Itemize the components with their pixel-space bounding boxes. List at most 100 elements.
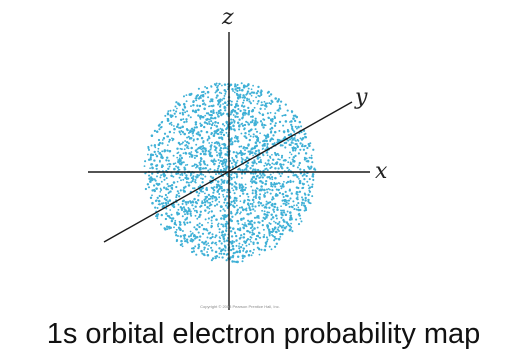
electron-dot <box>242 201 246 204</box>
electron-dot <box>176 190 179 193</box>
electron-dot <box>179 227 182 230</box>
electron-dot <box>201 150 205 153</box>
electron-dot <box>266 142 269 146</box>
electron-dot <box>263 139 266 142</box>
electron-dot <box>289 211 292 214</box>
electron-dot <box>151 166 154 170</box>
electron-dot <box>241 88 244 92</box>
electron-dot <box>233 109 237 113</box>
electron-dot <box>200 130 203 133</box>
electron-dot <box>246 192 249 196</box>
electron-dot <box>221 99 224 101</box>
electron-dot <box>248 206 251 209</box>
electron-dot <box>221 84 223 87</box>
electron-dot <box>306 180 309 183</box>
electron-dot <box>194 214 197 217</box>
electron-dot <box>186 110 189 113</box>
electron-dot <box>254 135 257 137</box>
electron-dot <box>308 156 311 159</box>
electron-dot <box>303 156 306 159</box>
electron-dot <box>225 120 228 124</box>
electron-dot <box>259 120 263 123</box>
electron-dot <box>208 153 211 156</box>
electron-dot <box>221 131 224 134</box>
electron-dot <box>165 203 168 205</box>
electron-dot <box>207 217 210 220</box>
electron-dot <box>220 248 223 251</box>
electron-dot <box>175 125 179 128</box>
electron-dot <box>243 233 246 236</box>
electron-dot <box>167 188 170 191</box>
electron-dot <box>229 240 232 244</box>
electron-dot <box>309 142 312 145</box>
electron-dot <box>288 156 291 159</box>
electron-dot <box>304 152 308 155</box>
electron-dot <box>192 100 195 104</box>
electron-dot <box>226 201 229 205</box>
electron-dot <box>185 181 189 184</box>
electron-dot <box>177 151 180 154</box>
electron-dot <box>245 136 248 140</box>
electron-dot <box>271 120 274 123</box>
electron-dot <box>184 164 187 166</box>
electron-dot <box>257 247 261 250</box>
electron-dot <box>296 198 299 201</box>
electron-dot <box>244 109 247 112</box>
electron-dot <box>241 244 244 246</box>
electron-dot <box>200 249 203 253</box>
electron-dot <box>144 160 147 163</box>
electron-dot <box>263 217 267 220</box>
electron-dot <box>251 203 254 205</box>
electron-dot <box>214 199 217 202</box>
electron-dot <box>209 151 212 155</box>
electron-dot <box>277 167 280 170</box>
electron-dot <box>224 204 228 207</box>
electron-dot <box>243 127 246 130</box>
electron-dot <box>251 233 254 236</box>
electron-dot <box>157 150 160 153</box>
electron-dot <box>246 162 249 165</box>
electron-dot <box>215 82 218 85</box>
electron-dot <box>304 206 307 210</box>
electron-dot <box>226 191 229 194</box>
electron-dot <box>163 149 166 153</box>
electron-dot <box>278 230 280 232</box>
electron-dot <box>176 107 178 110</box>
electron-dot <box>200 204 203 208</box>
electron-dot <box>240 211 242 214</box>
electron-dot <box>225 127 228 131</box>
electron-dot <box>230 235 234 238</box>
electron-dot <box>235 172 238 176</box>
electron-dot <box>252 168 255 171</box>
electron-dot <box>177 212 181 216</box>
electron-dot <box>175 224 178 226</box>
electron-dot <box>290 125 294 128</box>
electron-dot <box>163 227 166 230</box>
electron-dot <box>265 137 268 140</box>
electron-dot <box>244 152 247 155</box>
electron-dot <box>183 172 186 175</box>
electron-dot <box>220 223 223 226</box>
electron-dot <box>168 130 172 134</box>
electron-dot <box>168 140 171 143</box>
electron-dot <box>183 95 185 98</box>
electron-dot <box>210 123 214 127</box>
electron-dot <box>224 249 227 252</box>
electron-dot <box>261 122 264 124</box>
electron-dot <box>263 143 266 146</box>
electron-dot <box>211 235 214 238</box>
electron-dot <box>215 185 219 189</box>
electron-dot <box>201 241 204 244</box>
electron-dot <box>220 178 223 182</box>
electron-dot <box>185 240 189 243</box>
electron-dot <box>169 163 172 166</box>
electron-dot <box>221 156 223 159</box>
electron-dot <box>233 140 237 143</box>
electron-dot <box>284 113 287 117</box>
electron-dot <box>252 243 255 246</box>
electron-dot <box>183 221 186 224</box>
electron-dot <box>172 109 175 112</box>
electron-dot <box>311 174 314 178</box>
electron-dot <box>264 103 267 107</box>
electron-dot <box>271 185 274 188</box>
